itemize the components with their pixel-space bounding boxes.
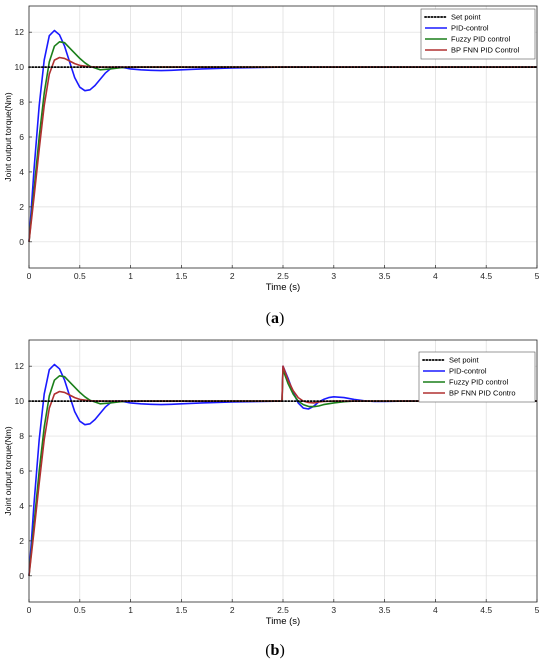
legend-label-fuzzy-pid-control: Fuzzy PID control xyxy=(451,35,511,44)
lines-b xyxy=(28,363,538,576)
x-tick-label: 4 xyxy=(433,271,438,281)
x-tick-label: 3.5 xyxy=(379,271,391,281)
x-tick-label: 2.5 xyxy=(277,605,289,615)
x-tick-label: 4.5 xyxy=(480,605,492,615)
lines-a xyxy=(28,29,538,242)
y-tick-label: 6 xyxy=(19,132,24,142)
x-tick-label: 3 xyxy=(331,271,336,281)
chart-panel-a: 0 0.5 1 1.5 2 2.5 3 3.5 4 4.5 5 0 2 4 6 8 10 12 Time (s)… xyxy=(3,5,540,327)
x-tick-label: 1.5 xyxy=(175,605,187,615)
legend-a: Set point PID-control Fuzzy PID control BP … xyxy=(420,8,536,60)
y-tick-label: 12 xyxy=(15,27,25,37)
x-tick-label: 2 xyxy=(230,605,235,615)
x-tick-label: 4.5 xyxy=(480,271,492,281)
legend-label-pid-control: PID-control xyxy=(451,24,489,33)
x-tick-label: 1 xyxy=(128,605,133,615)
series-line-pid-control-a xyxy=(28,29,537,242)
x-tick-label: 0.5 xyxy=(74,605,86,615)
legend-label-fuzzy-pid-control: Fuzzy PID control xyxy=(449,378,509,387)
caption-b-letter: b xyxy=(271,642,280,659)
x-tick-label: 5 xyxy=(535,271,540,281)
x-tick-label: 1 xyxy=(128,271,133,281)
x-tick-label: 0 xyxy=(27,271,32,281)
chart-panel-b: 0 0.5 1 1.5 2 2.5 3 3.5 4 4.5 5 0 2 4 6 8 10 12 Time (s)… xyxy=(3,339,540,659)
y-tick-label: 6 xyxy=(19,466,24,476)
legend-label-bp-fnn-pid-contro: BP FNN PID Contro xyxy=(449,389,516,398)
y-ticks-a: 0 2 4 6 8 10 12 xyxy=(15,27,32,247)
x-axis-label-b: Time (s) xyxy=(266,616,300,627)
legend-label-set-point: Set point xyxy=(449,356,480,365)
x-tick-label: 0.5 xyxy=(74,271,86,281)
caption-a: (a) xyxy=(266,310,285,327)
y-tick-label: 2 xyxy=(19,536,24,546)
y-axis-label-b: Joint output torque(Nm) xyxy=(3,426,13,515)
y-axis-label-a: Joint output torque(Nm) xyxy=(3,92,13,181)
y-tick-label: 8 xyxy=(19,97,24,107)
x-tick-label: 0 xyxy=(27,605,32,615)
y-tick-label: 10 xyxy=(15,62,25,72)
caption-a-letter: a xyxy=(271,310,279,327)
x-tick-label: 2.5 xyxy=(277,271,289,281)
x-ticks-b: 0 0.5 1 1.5 2 2.5 3 3.5 4 4.5 5 xyxy=(27,599,540,615)
y-tick-label: 0 xyxy=(19,571,24,581)
y-tick-label: 2 xyxy=(19,202,24,212)
y-tick-label: 4 xyxy=(19,167,24,177)
legend-label-set-point: Set point xyxy=(451,13,482,22)
y-tick-label: 10 xyxy=(15,396,25,406)
x-ticks-a: 0 0.5 1 1.5 2 2.5 3 3.5 4 4.5 5 xyxy=(27,265,540,281)
legend-label-bp-fnn-pid-control: BP FNN PID Control xyxy=(451,46,520,55)
legend-label-pid-control: PID-control xyxy=(449,367,487,376)
x-tick-label: 1.5 xyxy=(175,271,187,281)
series-line-pid-control-b xyxy=(28,363,537,576)
y-tick-label: 4 xyxy=(19,501,24,511)
y-tick-label: 0 xyxy=(19,237,24,247)
y-tick-label: 8 xyxy=(19,431,24,441)
x-tick-label: 4 xyxy=(433,605,438,615)
y-tick-label: 12 xyxy=(15,361,25,371)
caption-b: (b) xyxy=(265,642,285,659)
y-ticks-b: 0 2 4 6 8 10 12 xyxy=(15,361,32,581)
legend-b: Set point PID-control Fuzzy PID control BP … xyxy=(418,351,536,403)
x-tick-label: 3 xyxy=(331,605,336,615)
x-tick-label: 2 xyxy=(230,271,235,281)
x-axis-label-a: Time (s) xyxy=(266,282,300,293)
x-tick-label: 5 xyxy=(535,605,540,615)
x-tick-label: 3.5 xyxy=(379,605,391,615)
